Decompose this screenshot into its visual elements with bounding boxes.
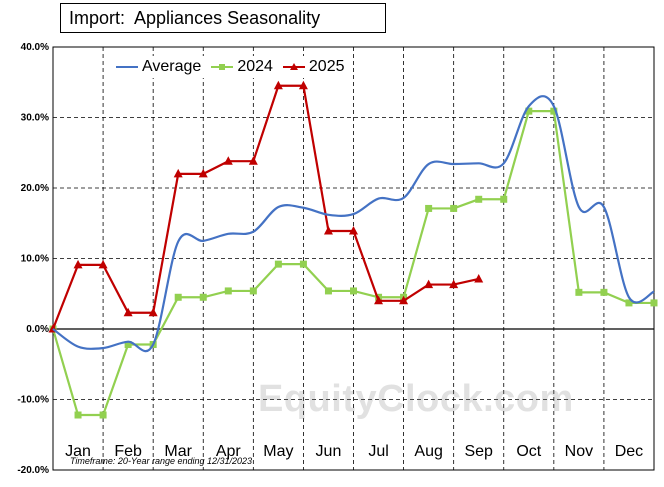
data-point-2025 xyxy=(349,226,358,235)
data-point-2024 xyxy=(324,287,332,295)
footnote: Timeframe: 20-Year range ending 12/31/20… xyxy=(70,456,253,466)
legend: Average 2024 2025 xyxy=(112,56,349,78)
data-point-2025 xyxy=(123,307,133,317)
y-tick-label: -10.0% xyxy=(17,395,49,406)
legend-label-2025: 2025 xyxy=(308,58,345,75)
legend-label-2024: 2024 xyxy=(237,58,273,75)
data-point-2025 xyxy=(449,279,459,289)
data-point-2025 xyxy=(248,156,258,165)
x-tick-label: Nov xyxy=(565,443,593,460)
y-tick-label: 20.0% xyxy=(21,183,49,194)
x-tick-label: Apr xyxy=(216,443,242,460)
y-tick-label: 40.0% xyxy=(21,42,49,53)
watermark: EquityClock.com xyxy=(258,378,574,420)
x-tick-label: Mar xyxy=(164,443,192,460)
data-point-2024 xyxy=(99,411,107,419)
legend-item-average: Average xyxy=(116,58,201,76)
x-tick-label: Dec xyxy=(615,443,643,460)
data-point-2025 xyxy=(298,80,308,90)
data-point-2024 xyxy=(425,204,433,212)
legend-swatch-average xyxy=(116,66,138,68)
data-point-2024 xyxy=(350,287,357,295)
x-tick-label: Feb xyxy=(114,443,142,460)
data-point-2024 xyxy=(174,293,182,301)
data-point-2025 xyxy=(399,295,409,305)
x-tick-label: Sep xyxy=(464,443,493,460)
data-point-2024 xyxy=(274,260,282,268)
data-point-2024 xyxy=(475,195,483,203)
data-point-2025 xyxy=(273,80,283,90)
series-line-average xyxy=(52,95,655,353)
data-point-2025 xyxy=(374,295,384,305)
data-point-2025 xyxy=(198,168,208,178)
x-tick-label: Aug xyxy=(414,443,442,460)
data-point-2024 xyxy=(525,107,533,115)
data-point-2025 xyxy=(73,259,83,269)
data-point-2024 xyxy=(74,411,82,419)
x-tick-label: May xyxy=(263,443,293,460)
y-tick-label: 0.0% xyxy=(26,324,49,335)
data-point-2025 xyxy=(424,279,434,289)
data-point-2025 xyxy=(474,273,484,283)
data-point-2024 xyxy=(124,341,132,349)
x-tick-label: Jan xyxy=(65,443,91,460)
data-point-2024 xyxy=(550,107,558,115)
data-point-2025 xyxy=(223,156,233,165)
data-point-2025 xyxy=(98,259,108,269)
legend-item-2024: 2024 xyxy=(211,58,273,76)
legend-item-2025: 2025 xyxy=(282,58,345,76)
legend-swatch-2024 xyxy=(211,64,234,70)
data-point-2024 xyxy=(224,287,232,295)
chart-title: Import: Appliances Seasonality xyxy=(60,3,386,33)
y-tick-label: 10.0% xyxy=(21,254,49,265)
x-tick-label: Jun xyxy=(316,443,342,460)
data-point-2025 xyxy=(173,168,183,178)
data-point-2025 xyxy=(323,226,333,235)
x-tick-label: Oct xyxy=(516,443,541,460)
x-tick-label: Jul xyxy=(368,443,388,460)
data-point-2024 xyxy=(500,195,508,203)
y-tick-label: -20.0% xyxy=(17,465,49,476)
y-tick-label: 30.0% xyxy=(21,113,49,124)
legend-label-average: Average xyxy=(142,58,202,75)
data-point-2024 xyxy=(249,287,257,295)
data-point-2024 xyxy=(199,293,207,301)
data-point-2024 xyxy=(625,299,633,307)
data-point-2024 xyxy=(650,299,658,307)
data-point-2025 xyxy=(148,307,158,317)
legend-swatch-2025 xyxy=(282,63,305,70)
series-line-2025 xyxy=(51,84,479,330)
data-point-2024 xyxy=(299,260,307,268)
data-point-2024 xyxy=(575,288,583,296)
data-point-2024 xyxy=(450,204,458,212)
data-point-2024 xyxy=(600,288,608,296)
